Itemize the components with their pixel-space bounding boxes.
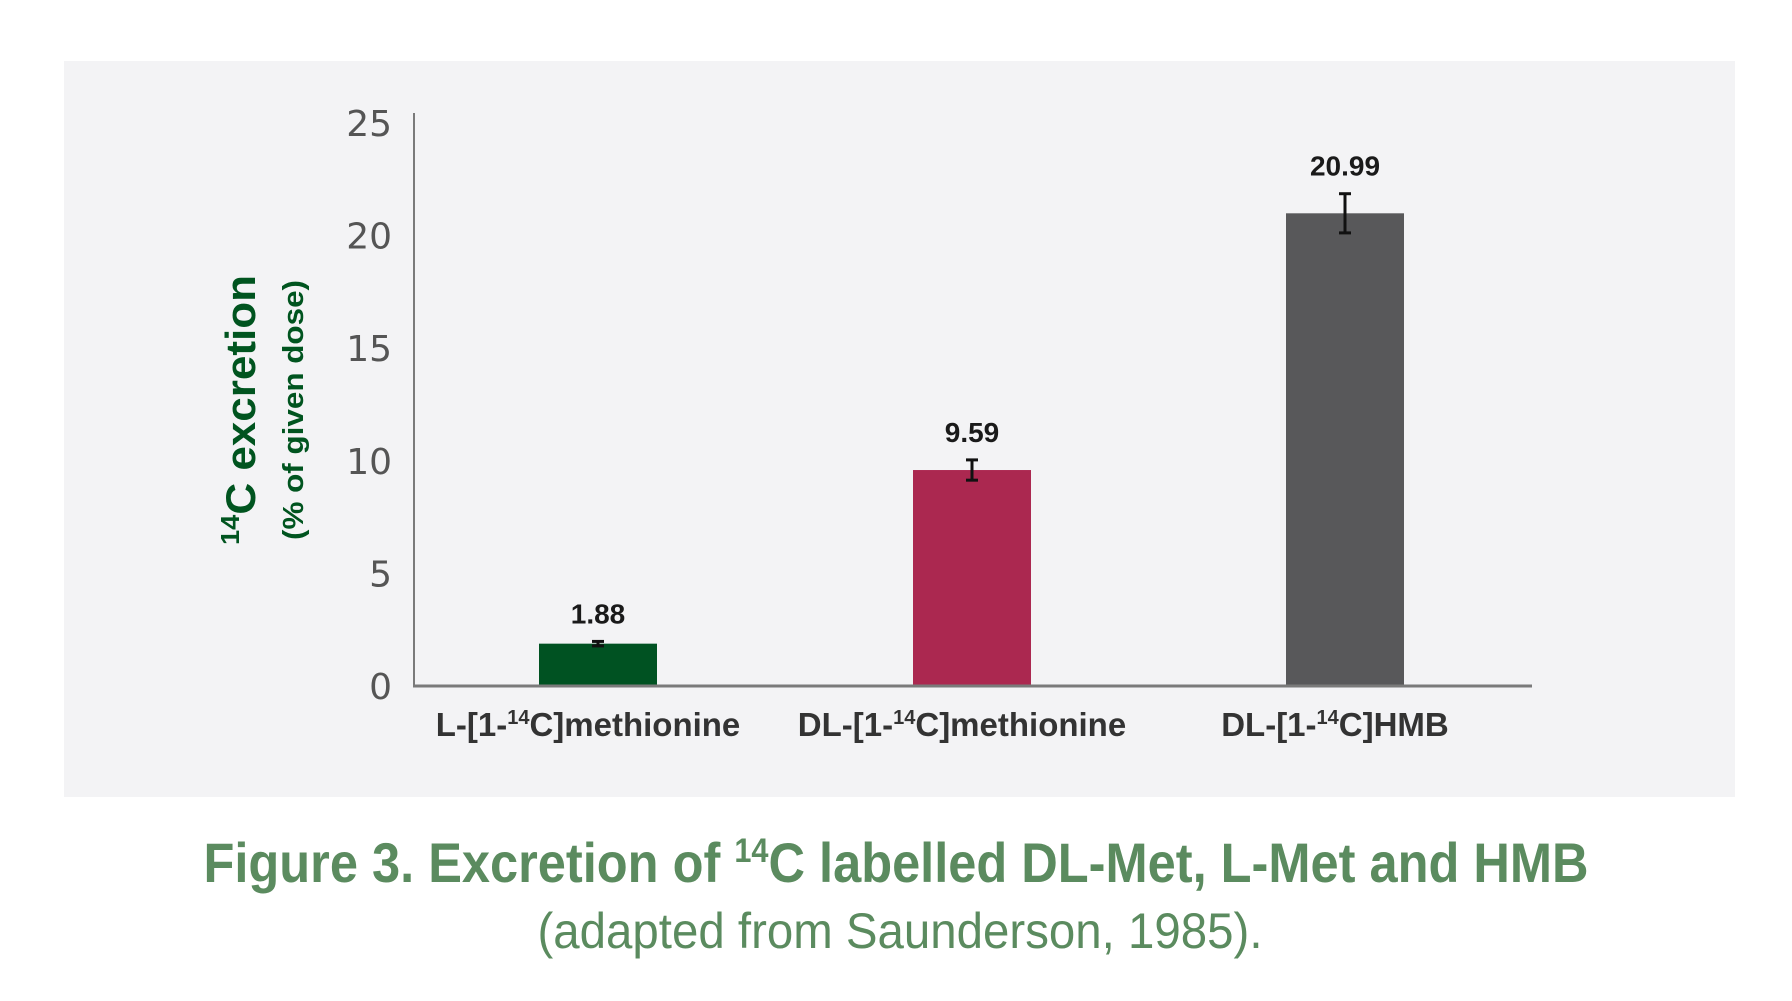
y-tick-label: 25 xyxy=(346,104,392,145)
x-tick-label: DL-[1-14C]HMB xyxy=(1221,706,1449,743)
bar xyxy=(1286,213,1404,686)
data-label: 9.59 xyxy=(945,417,1000,448)
y-tick-label: 10 xyxy=(346,442,392,483)
y-axis-sublabel: (% of given dose) xyxy=(278,280,310,540)
bar xyxy=(913,470,1031,686)
y-axis-label: 14C excretion xyxy=(215,275,264,545)
data-label: 1.88 xyxy=(571,598,626,629)
y-tick-label: 5 xyxy=(369,554,392,595)
figure-caption: Figure 3. Excretion of 14C labelled DL-M… xyxy=(204,831,1589,894)
chart-panel xyxy=(64,61,1735,797)
data-label: 20.99 xyxy=(1310,151,1380,182)
figure-subcaption: (adapted from Saunderson, 1985). xyxy=(538,903,1263,959)
x-tick-label: DL-[1-14C]methionine xyxy=(798,706,1126,743)
x-tick-label: L-[1-14C]methionine xyxy=(436,706,741,743)
bar xyxy=(539,643,657,686)
y-tick-label: 0 xyxy=(369,667,392,708)
y-tick-label: 20 xyxy=(346,217,392,258)
y-tick-label: 15 xyxy=(346,329,392,370)
